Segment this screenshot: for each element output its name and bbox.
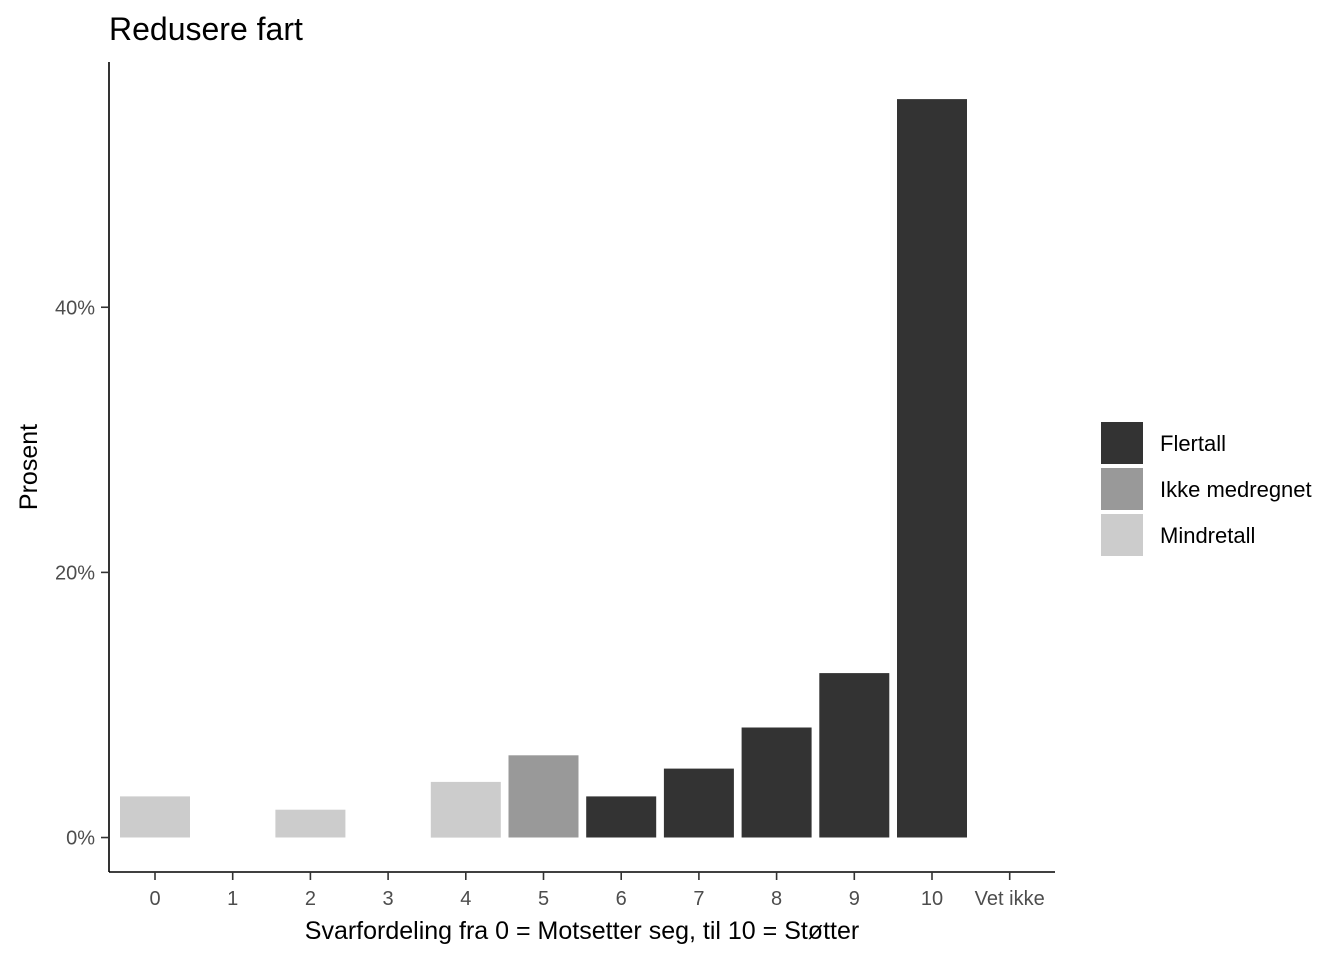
x-tick-label: 10 [921,888,943,910]
legend-label: Flertall [1160,431,1226,456]
chart-title: Redusere fart [109,11,303,47]
x-tick-label: 0 [149,888,160,910]
y-axis-ticks: 0% 20% 40% [55,297,109,850]
x-tick-label: Vet ikke [975,888,1045,910]
bar-8 [741,727,812,838]
bar-10 [897,99,967,838]
x-tick-label: 1 [227,888,238,910]
legend-key-ikke-medregnet [1101,468,1143,510]
legend: Flertall Ikke medregnet Mindretall [1101,422,1312,556]
legend-key-mindretall [1101,514,1143,556]
x-axis-title: Svarfordeling fra 0 = Motsetter seg, til… [305,917,859,945]
bar-2 [275,809,346,838]
x-tick-label: 5 [538,888,549,910]
x-tick-label: 4 [460,888,471,910]
x-tick-label: 8 [771,888,782,910]
x-tick-label: 3 [383,888,394,910]
x-tick-label: 2 [305,888,316,910]
bar-9 [819,673,890,838]
bar-5 [508,755,579,838]
legend-label: Mindretall [1160,523,1255,548]
legend-label: Ikke medregnet [1160,477,1312,502]
x-tick-label: 7 [693,888,704,910]
legend-key-flertall [1101,422,1143,464]
bars-group [120,99,967,838]
x-axis-ticks: 0 1 2 3 4 5 6 7 8 9 10 Vet ikke [149,872,1045,910]
y-axis-title: Prosent [15,424,43,510]
bar-4 [430,781,501,838]
x-tick-label: 9 [849,888,860,910]
y-tick-label: 40% [55,297,95,319]
y-tick-label: 0% [66,828,95,850]
x-tick-label: 6 [616,888,627,910]
bar-0 [120,796,190,838]
bar-6 [586,796,657,838]
y-tick-label: 20% [55,562,95,584]
bar-7 [663,768,734,838]
